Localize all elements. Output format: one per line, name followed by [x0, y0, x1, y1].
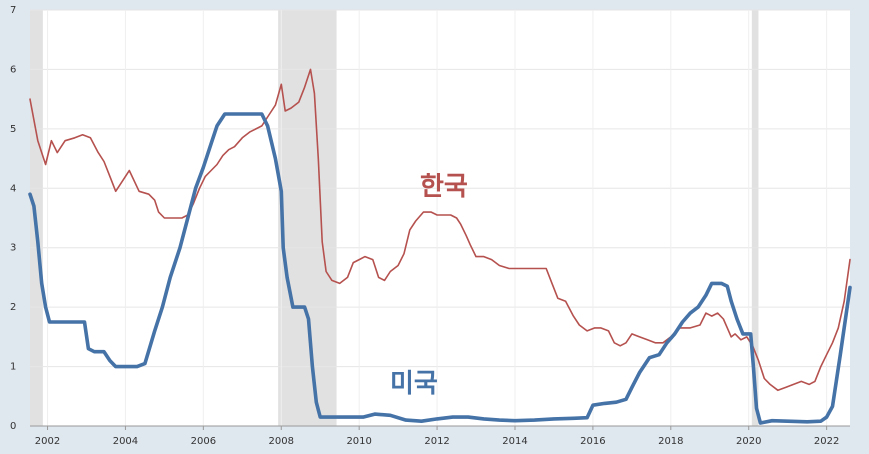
x-tick-label-6: 2014	[502, 436, 527, 447]
x-tick-label-5: 2012	[424, 436, 449, 447]
y-tick-label-5: 5	[10, 124, 16, 135]
x-tick-label-2: 2006	[191, 436, 216, 447]
series-line-0	[29, 68, 851, 392]
x-tick-label-1: 2004	[113, 436, 138, 447]
x-tick-label-4: 2010	[346, 436, 371, 447]
series-label-us: 미국	[390, 369, 438, 399]
gridlines	[30, 9, 850, 427]
x-axis-ticks: 2002 2004 2006 2008 2010 2012 2014 2016 2018 2020…	[35, 426, 839, 447]
x-tick-label-8: 2018	[658, 436, 683, 447]
x-tick-label-10: 2022	[814, 436, 839, 447]
y-tick-label-2: 2	[10, 302, 16, 313]
x-tick-label-7: 2016	[580, 436, 605, 447]
series-label-korea: 한국	[420, 172, 468, 202]
plot-background	[30, 10, 850, 426]
recession-bands	[30, 10, 759, 426]
y-tick-label-0: 0	[10, 421, 16, 432]
y-tick-label-7: 7	[10, 5, 16, 16]
y-tick-label-1: 1	[10, 362, 16, 373]
series-line-1	[28, 112, 852, 425]
x-tick-label-3: 2008	[269, 436, 294, 447]
y-tick-label-3: 3	[10, 243, 16, 254]
y-tick-label-4: 4	[10, 183, 16, 194]
series-lines	[28, 68, 852, 425]
y-axis-ticks: 0 1 2 3 4 5 6 7	[10, 5, 16, 432]
x-tick-label-0: 2002	[35, 436, 60, 447]
x-tick-label-9: 2020	[736, 436, 761, 447]
recession-band-1	[278, 10, 337, 426]
y-tick-label-6: 6	[10, 64, 16, 75]
recession-band-2	[751, 10, 759, 426]
